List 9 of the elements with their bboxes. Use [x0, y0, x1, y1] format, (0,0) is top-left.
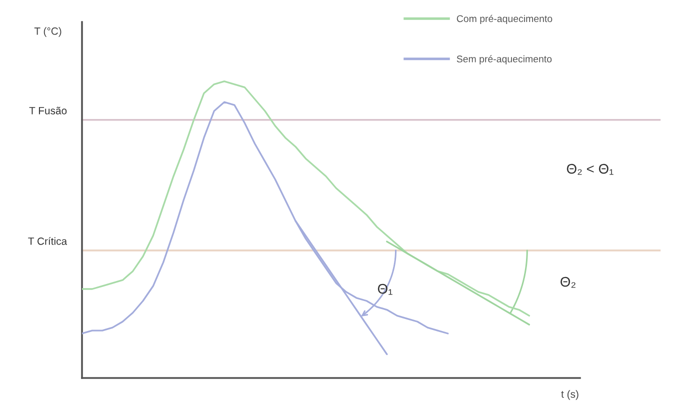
- legend-label: Sem pré-aquecimento: [456, 55, 552, 64]
- ref-line-label: T Crítica: [28, 237, 68, 245]
- legend-label: Com pré-aquecimento: [456, 14, 552, 24]
- x-axis-title: t (s): [561, 390, 578, 400]
- ref-line-label: T Fusão: [29, 106, 67, 114]
- annotation: Θ₂: [560, 276, 576, 288]
- annotation: Θ₁: [378, 284, 392, 295]
- annotation: Θ₂ < Θ₁: [566, 164, 614, 175]
- y-axis-title: T (°C): [34, 27, 62, 37]
